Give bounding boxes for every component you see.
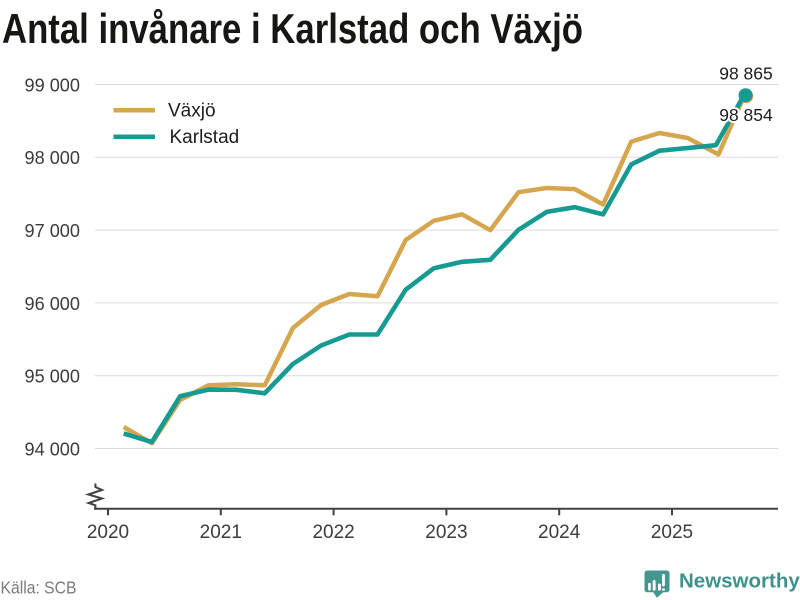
svg-text:98 854: 98 854 xyxy=(719,105,773,125)
svg-text:94 000: 94 000 xyxy=(25,439,81,459)
svg-text:96 000: 96 000 xyxy=(25,294,81,314)
svg-text:98 865: 98 865 xyxy=(719,64,773,84)
svg-text:2024: 2024 xyxy=(538,522,581,543)
svg-text:97 000: 97 000 xyxy=(25,221,81,241)
svg-text:Newsworthy: Newsworthy xyxy=(679,570,800,593)
svg-text:2021: 2021 xyxy=(200,522,242,543)
svg-text:95 000: 95 000 xyxy=(25,367,81,387)
svg-text:Källa: SCB: Källa: SCB xyxy=(1,578,77,598)
svg-text:Växjö: Växjö xyxy=(168,100,216,121)
svg-text:Antal invånare i Karlstad och: Antal invånare i Karlstad och Växjö xyxy=(2,5,583,52)
svg-text:2023: 2023 xyxy=(425,522,467,543)
svg-text:98 000: 98 000 xyxy=(25,148,81,168)
svg-text:2022: 2022 xyxy=(312,522,354,543)
svg-text:99 000: 99 000 xyxy=(25,75,81,95)
svg-text:2025: 2025 xyxy=(651,522,693,543)
svg-text:Karlstad: Karlstad xyxy=(170,127,240,148)
svg-text:2020: 2020 xyxy=(87,522,129,543)
